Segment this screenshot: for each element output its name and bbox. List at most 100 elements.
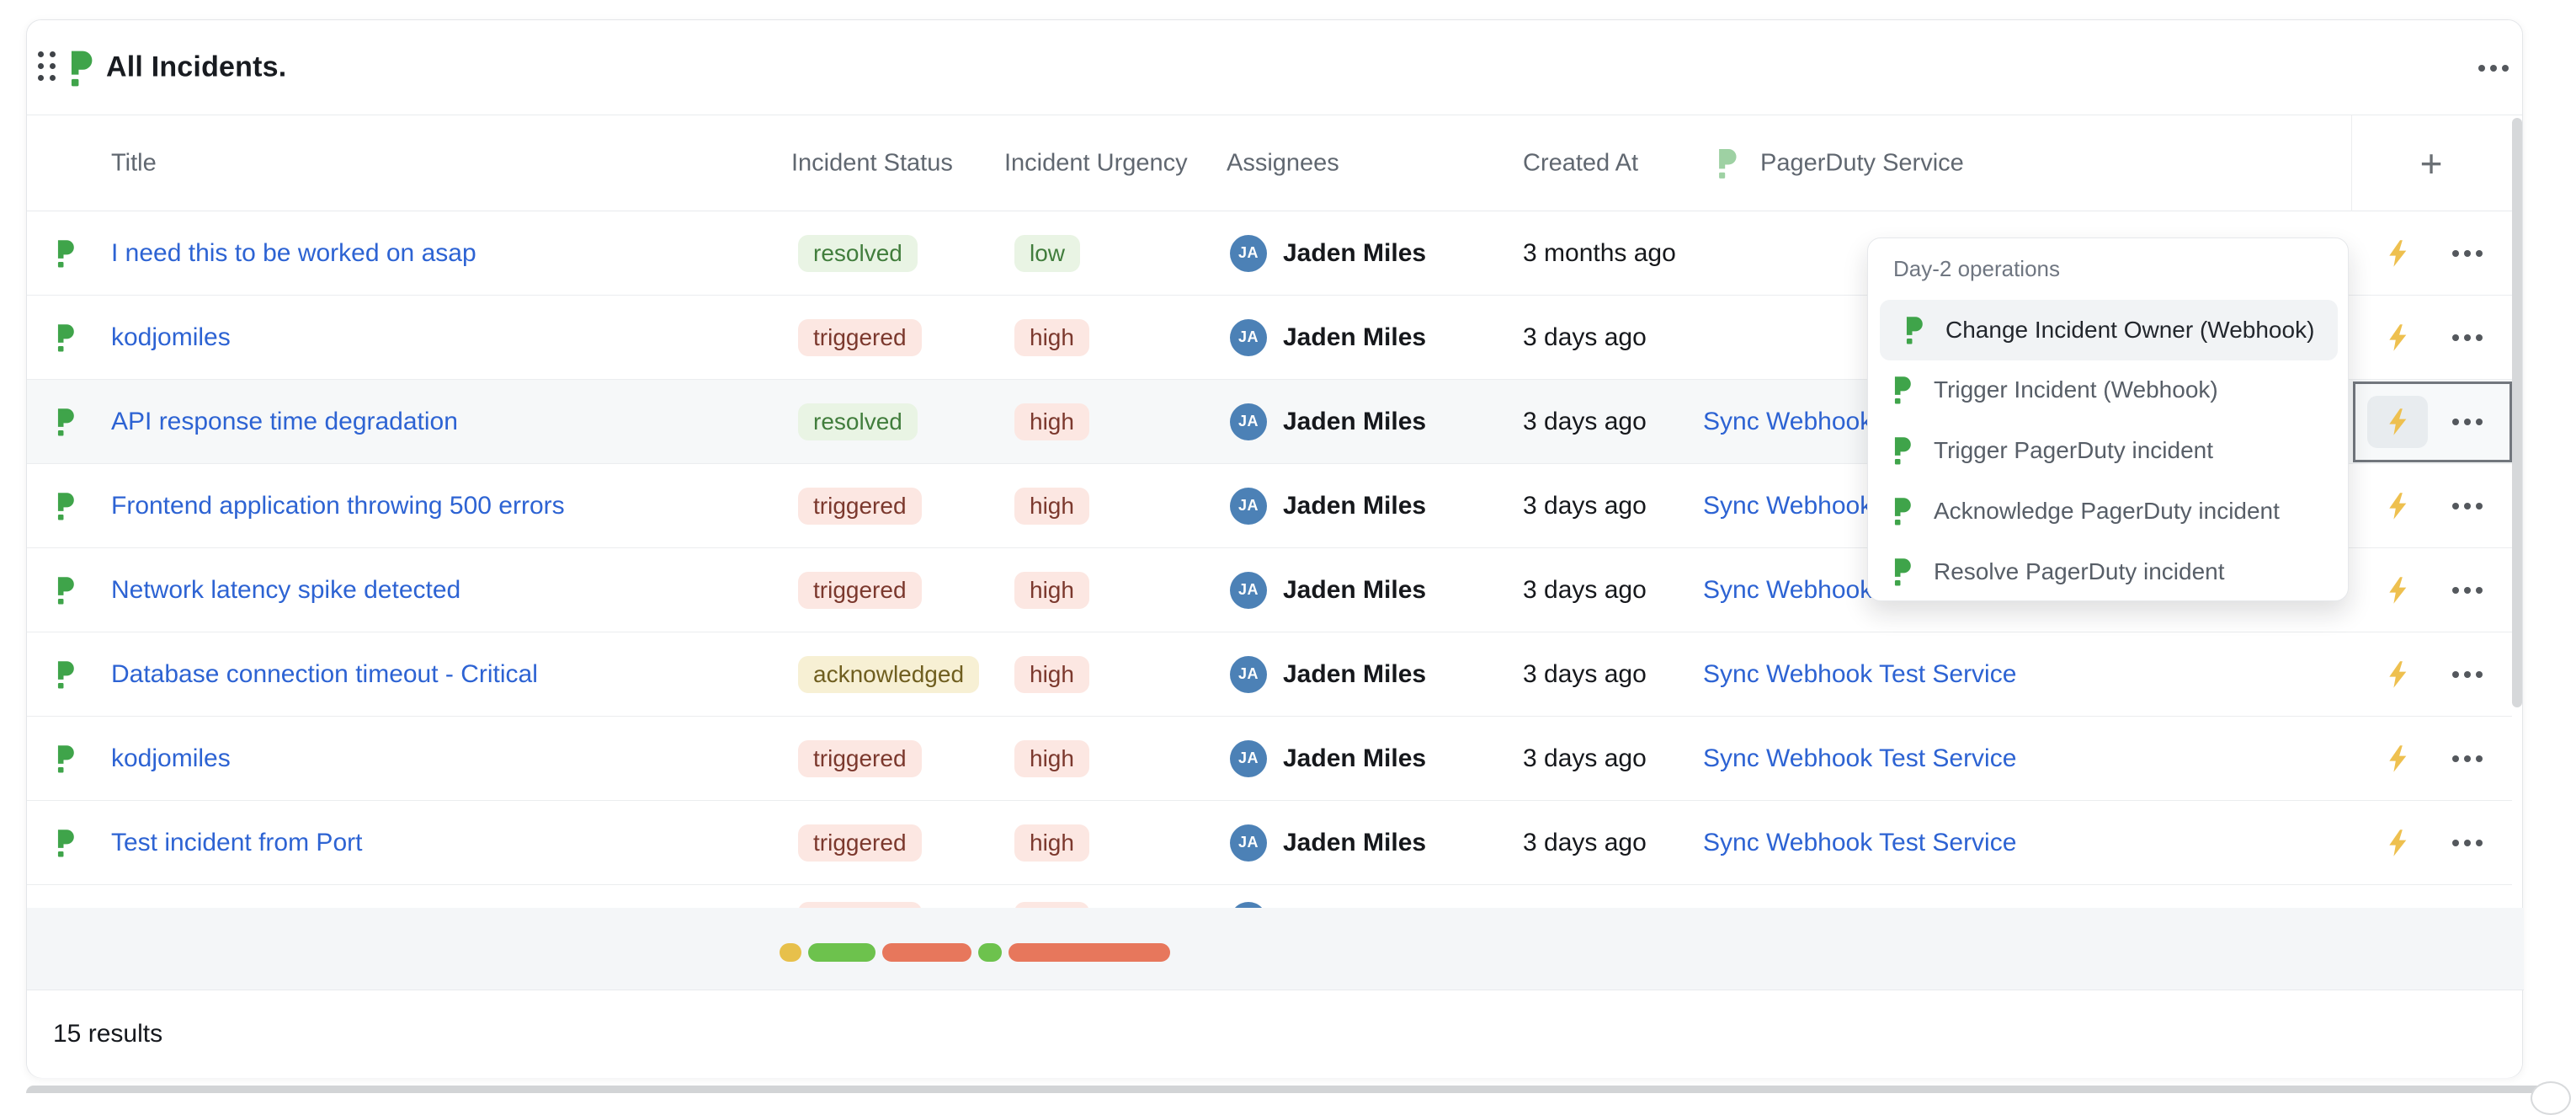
- status-badge: triggered: [798, 740, 922, 777]
- pagerduty-logo-icon: [67, 50, 98, 87]
- incident-title-link[interactable]: Network latency spike detected: [111, 576, 460, 605]
- run-action-bolt-button[interactable]: [2385, 660, 2410, 689]
- menu-group-label: Day-2 operations: [1893, 238, 2060, 299]
- pagerduty-icon: [1892, 436, 1915, 465]
- urgency-badge: high: [1014, 656, 1089, 693]
- column-header-title[interactable]: Title: [111, 149, 157, 177]
- incident-title-link[interactable]: Database connection timeout - Critical: [111, 660, 538, 689]
- row-menu-button[interactable]: [2452, 334, 2483, 341]
- status-badge: triggered: [798, 488, 922, 525]
- created-at-value: 3 days ago: [1523, 744, 1647, 773]
- assignee-name: Jaden Miles: [1283, 829, 1426, 857]
- table-row[interactable]: Database connection timeout - Critical a…: [27, 632, 2512, 717]
- urgency-badge: high: [1014, 403, 1089, 440]
- status-badge: acknowledged: [798, 656, 979, 693]
- pagerduty-icon: [55, 829, 78, 857]
- pagerduty-icon: [55, 744, 78, 773]
- avatar: JA: [1230, 488, 1267, 525]
- results-count: 15 results: [53, 1020, 162, 1048]
- pagerduty-icon: [55, 239, 78, 268]
- table-row[interactable]: kodjomiles triggered high JA Jaden Miles…: [27, 717, 2512, 801]
- vertical-scrollbar[interactable]: [2512, 118, 2522, 707]
- row-menu-button[interactable]: [2452, 503, 2483, 509]
- run-action-bolt-button[interactable]: [2367, 396, 2428, 448]
- created-at-value: 3 days ago: [1523, 660, 1647, 689]
- avatar: JA: [1230, 319, 1267, 356]
- avatar: JA: [1230, 235, 1267, 272]
- day2-operations-menu: Day-2 operations Change Incident Owner (…: [1867, 237, 2349, 601]
- column-header-assignees[interactable]: Assignees: [1227, 149, 1339, 177]
- column-header-status[interactable]: Incident Status: [791, 149, 953, 177]
- row-menu-button[interactable]: [2452, 250, 2483, 257]
- menu-item-resolve-pagerduty-incident[interactable]: Resolve PagerDuty incident: [1868, 541, 2350, 602]
- avatar: JA: [1230, 403, 1267, 440]
- pagerduty-service-link[interactable]: Sync Webhook Test Service: [1703, 660, 2016, 689]
- column-header-created-at[interactable]: Created At: [1523, 149, 1638, 177]
- incident-title-link[interactable]: kodjomiles: [111, 744, 231, 773]
- table-row[interactable]: Test incident from Port triggered high J…: [27, 801, 2512, 885]
- created-at-value: 3 months ago: [1523, 239, 1676, 268]
- widget-title-bar: All Incidents.: [27, 20, 2522, 115]
- table-header-row: Title Incident Status Incident Urgency A…: [27, 115, 2522, 211]
- row-menu-button[interactable]: [2452, 587, 2483, 594]
- status-badge: resolved: [798, 403, 918, 440]
- created-at-value: 3 days ago: [1523, 408, 1647, 436]
- widget-menu-button[interactable]: [2478, 65, 2509, 72]
- urgency-badge: low: [1014, 235, 1080, 272]
- incident-title-link[interactable]: Test incident from Port: [111, 829, 362, 857]
- urgency-badge: high: [1014, 572, 1089, 609]
- widget-title: All Incidents.: [106, 51, 286, 84]
- created-at-value: 3 days ago: [1523, 492, 1647, 520]
- assignee-name: Jaden Miles: [1283, 492, 1426, 520]
- created-at-value: 3 days ago: [1523, 576, 1647, 605]
- run-action-bolt-button[interactable]: [2385, 744, 2410, 773]
- urgency-badge: high: [1014, 740, 1089, 777]
- run-action-bolt-button[interactable]: [2385, 323, 2410, 352]
- assignee-name: Jaden Miles: [1283, 744, 1426, 773]
- pagerduty-icon: [55, 492, 78, 520]
- urgency-badge: high: [1014, 824, 1089, 862]
- run-action-bolt-button[interactable]: [2385, 492, 2410, 520]
- created-at-value: 3 days ago: [1523, 323, 1647, 352]
- run-action-bolt-button[interactable]: [2385, 239, 2410, 268]
- focused-action-cell[interactable]: [2353, 381, 2512, 462]
- assignee-name: Jaden Miles: [1283, 408, 1426, 436]
- status-badge: triggered: [798, 572, 922, 609]
- row-menu-button[interactable]: [2452, 671, 2483, 678]
- row-menu-button[interactable]: [2452, 419, 2483, 425]
- incident-title-link[interactable]: Frontend application throwing 500 errors: [111, 492, 565, 520]
- pagerduty-icon: [1716, 147, 1741, 179]
- status-badge: resolved: [798, 235, 918, 272]
- menu-item-acknowledge-pagerduty-incident[interactable]: Acknowledge PagerDuty incident: [1868, 481, 2350, 541]
- column-header-pagerduty-service[interactable]: PagerDuty Service: [1760, 149, 1964, 177]
- menu-item-change-incident-owner[interactable]: Change Incident Owner (Webhook): [1880, 300, 2338, 360]
- menu-item-trigger-pagerduty-incident[interactable]: Trigger PagerDuty incident: [1868, 420, 2350, 481]
- pagerduty-service-link[interactable]: Sync Webhook Test Service: [1703, 744, 2016, 773]
- run-action-bolt-button[interactable]: [2385, 576, 2410, 605]
- assignee-name: Jaden Miles: [1283, 576, 1426, 605]
- assignee-name: Jaden Miles: [1283, 660, 1426, 689]
- menu-item-trigger-incident-webhook[interactable]: Trigger Incident (Webhook): [1868, 360, 2350, 420]
- assignee-name: Jaden Miles: [1283, 323, 1426, 352]
- column-header-urgency[interactable]: Incident Urgency: [1004, 149, 1188, 177]
- pagerduty-service-link[interactable]: Sync Webhook Test Service: [1703, 829, 2016, 857]
- drag-handle-icon[interactable]: [38, 51, 56, 81]
- pagerduty-icon: [55, 408, 78, 436]
- skeleton-bars: [780, 943, 1170, 962]
- incident-title-link[interactable]: API response time degradation: [111, 408, 458, 436]
- urgency-badge: high: [1014, 488, 1089, 525]
- run-action-bolt-button[interactable]: [2385, 829, 2410, 857]
- incident-title-link[interactable]: I need this to be worked on asap: [111, 239, 476, 268]
- row-menu-button[interactable]: [2452, 840, 2483, 846]
- assignee-name: Jaden Miles: [1283, 239, 1426, 268]
- widget-footer: 15 results: [27, 990, 2522, 1078]
- loading-row-band: [27, 908, 2524, 990]
- row-menu-button[interactable]: [2452, 755, 2483, 762]
- pagerduty-icon: [1892, 558, 1915, 586]
- pagerduty-icon: [55, 660, 78, 689]
- add-column-button[interactable]: +: [2404, 139, 2458, 188]
- avatar: JA: [1230, 740, 1267, 777]
- pagerduty-icon: [1892, 376, 1915, 404]
- incident-title-link[interactable]: kodjomiles: [111, 323, 231, 352]
- urgency-badge: high: [1014, 319, 1089, 356]
